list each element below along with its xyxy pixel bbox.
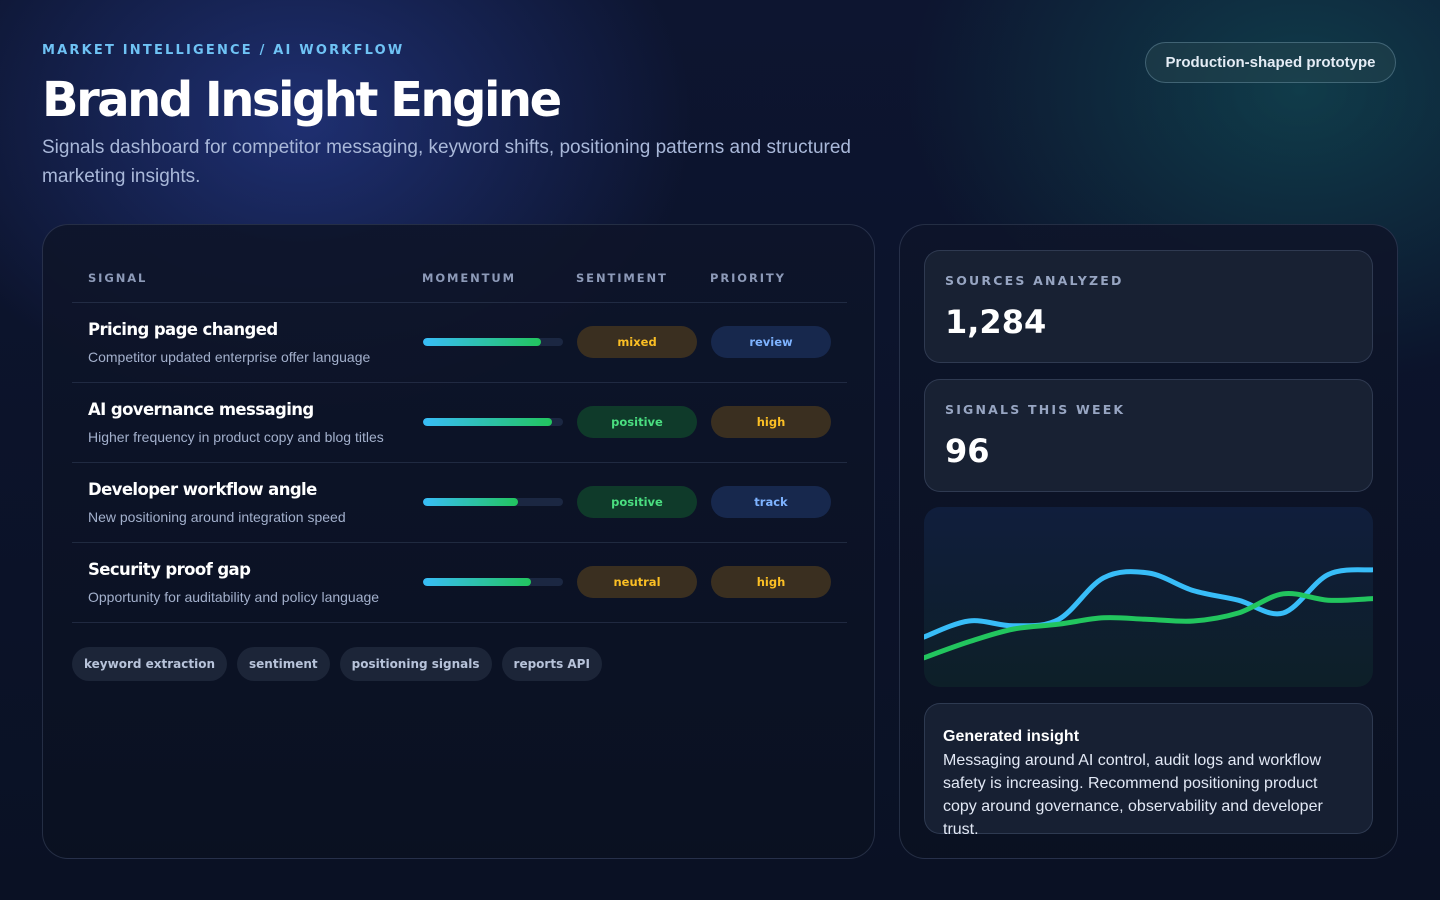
tag-chip[interactable]: sentiment	[237, 647, 330, 681]
tag-chip[interactable]: keyword extraction	[72, 647, 228, 681]
stat-label: SIGNALS THIS WEEK	[945, 402, 1126, 417]
prototype-badge: Production-shaped prototype	[1145, 42, 1396, 83]
signal-title: Developer workflow angle	[88, 480, 317, 499]
momentum-fill	[423, 418, 552, 426]
series-line-2	[924, 590, 1373, 661]
momentum-bar	[423, 498, 563, 506]
stat-card-signals: SIGNALS THIS WEEK 96	[924, 379, 1373, 492]
column-header-signal: SIGNAL	[88, 271, 148, 285]
momentum-fill	[423, 338, 541, 346]
row-divider	[72, 382, 847, 383]
stat-value: 1,284	[945, 303, 1047, 341]
row-divider	[72, 462, 847, 463]
signal-description: Opportunity for auditability and policy …	[88, 589, 380, 605]
tag-list: keyword extraction sentiment positioning…	[72, 647, 602, 681]
momentum-bar	[423, 418, 563, 426]
stat-value: 96	[945, 432, 990, 470]
signal-description: Competitor updated enterprise offer lang…	[88, 349, 371, 365]
signals-panel: SIGNAL MOMENTUM SENTIMENT PRIORITY Prici…	[42, 224, 875, 859]
table-row[interactable]: Pricing page changed Competitor updated …	[72, 303, 847, 383]
page-title: Brand Insight Engine	[42, 72, 562, 128]
table-row[interactable]: AI governance messaging Higher frequency…	[72, 383, 847, 463]
column-header-priority: PRIORITY	[710, 271, 786, 285]
page-subtitle: Signals dashboard for competitor messagi…	[42, 137, 851, 187]
row-divider	[72, 542, 847, 543]
priority-badge: review	[711, 326, 831, 358]
series-line-1	[924, 567, 1373, 640]
priority-badge: track	[711, 486, 831, 518]
priority-badge: high	[711, 566, 831, 598]
momentum-bar	[423, 578, 563, 586]
signal-title: Security proof gap	[88, 560, 251, 579]
insight-body: Messaging around AI control, audit logs …	[943, 752, 1323, 838]
row-divider	[72, 622, 847, 623]
momentum-bar	[423, 338, 563, 346]
insight-title: Generated insight	[943, 728, 1080, 745]
column-header-sentiment: SENTIMENT	[576, 271, 668, 285]
trend-chart-card	[924, 507, 1373, 687]
insights-panel: SOURCES ANALYZED 1,284 SIGNALS THIS WEEK…	[899, 224, 1398, 859]
momentum-fill	[423, 578, 531, 586]
column-header-momentum: MOMENTUM	[422, 271, 516, 285]
signal-description: New positioning around integration speed	[88, 509, 346, 525]
tag-chip[interactable]: positioning signals	[339, 647, 492, 681]
sentiment-badge: positive	[577, 486, 697, 518]
signal-title: Pricing page changed	[88, 320, 278, 339]
table-header-divider	[72, 302, 847, 303]
table-row[interactable]: Developer workflow angle New positioning…	[72, 463, 847, 543]
momentum-fill	[423, 498, 519, 506]
eyebrow-label: MARKET INTELLIGENCE / AI WORKFLOW	[42, 43, 405, 58]
stat-label: SOURCES ANALYZED	[945, 273, 1124, 288]
signal-title: AI governance messaging	[88, 400, 314, 419]
tag-chip[interactable]: reports API	[501, 647, 602, 681]
sentiment-badge: neutral	[577, 566, 697, 598]
insight-card: Generated insight Messaging around AI co…	[924, 703, 1373, 838]
signal-description: Higher frequency in product copy and blo…	[88, 429, 384, 445]
sentiment-badge: positive	[577, 406, 697, 438]
stat-card-sources: SOURCES ANALYZED 1,284	[924, 250, 1373, 363]
table-row[interactable]: Security proof gap Opportunity for audit…	[72, 543, 847, 623]
sentiment-badge: mixed	[577, 326, 697, 358]
priority-badge: high	[711, 406, 831, 438]
trend-chart	[924, 567, 1373, 661]
